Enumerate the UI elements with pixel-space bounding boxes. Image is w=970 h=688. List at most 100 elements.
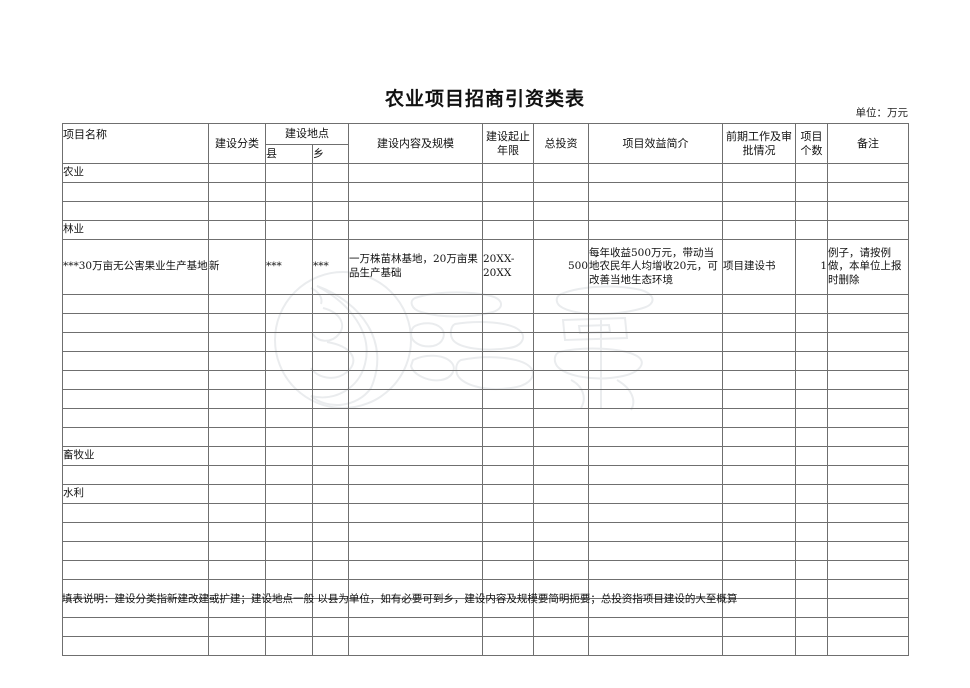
cell-county[interactable] — [265, 522, 313, 542]
cell-township[interactable] — [312, 294, 349, 314]
cell-township[interactable] — [312, 541, 349, 561]
cell-total-investment[interactable] — [533, 636, 589, 656]
cell-build-category[interactable] — [208, 389, 266, 409]
cell-build-category[interactable] — [208, 446, 266, 466]
cell-content-scale[interactable] — [348, 541, 483, 561]
cell-content-scale[interactable] — [348, 163, 483, 183]
cell-county[interactable] — [265, 427, 313, 447]
cell-content-scale[interactable] — [348, 427, 483, 447]
cell-county[interactable] — [265, 408, 313, 428]
cell-remark[interactable] — [827, 636, 909, 656]
cell-start-end-year[interactable] — [482, 503, 534, 523]
cell-project-count[interactable] — [795, 446, 828, 466]
cell-content-scale[interactable] — [348, 446, 483, 466]
cell-start-end-year[interactable] — [482, 370, 534, 390]
cell-start-end-year[interactable] — [482, 332, 534, 352]
cell-preliminary-work[interactable] — [722, 220, 796, 240]
cell-county[interactable] — [265, 465, 313, 485]
cell-benefit-brief[interactable] — [588, 484, 723, 504]
cell-build-category[interactable] — [208, 370, 266, 390]
cell-content-scale[interactable] — [348, 313, 483, 333]
cell-county[interactable] — [265, 446, 313, 466]
cell-content-scale[interactable] — [348, 389, 483, 409]
cell-project-count[interactable] — [795, 182, 828, 202]
cell-remark[interactable] — [827, 408, 909, 428]
cell-project-name[interactable]: 农业 — [62, 163, 209, 183]
cell-township[interactable] — [312, 182, 349, 202]
cell-start-end-year[interactable] — [482, 351, 534, 371]
cell-remark[interactable] — [827, 370, 909, 390]
cell-project-name[interactable] — [62, 636, 209, 656]
cell-township[interactable] — [312, 332, 349, 352]
cell-township[interactable] — [312, 370, 349, 390]
cell-preliminary-work[interactable] — [722, 351, 796, 371]
cell-county[interactable] — [265, 389, 313, 409]
cell-remark[interactable] — [827, 560, 909, 580]
cell-project-name[interactable] — [62, 503, 209, 523]
cell-total-investment[interactable] — [533, 220, 589, 240]
cell-total-investment[interactable] — [533, 503, 589, 523]
cell-build-category[interactable] — [208, 522, 266, 542]
cell-start-end-year[interactable] — [482, 163, 534, 183]
cell-build-category[interactable] — [208, 163, 266, 183]
cell-total-investment[interactable] — [533, 541, 589, 561]
cell-build-category[interactable] — [208, 351, 266, 371]
cell-township[interactable] — [312, 351, 349, 371]
cell-preliminary-work[interactable] — [722, 446, 796, 466]
cell-project-count[interactable] — [795, 427, 828, 447]
cell-township[interactable] — [312, 465, 349, 485]
cell-remark[interactable] — [827, 351, 909, 371]
cell-start-end-year[interactable]: 20XX-20XX — [482, 239, 534, 295]
cell-start-end-year[interactable] — [482, 408, 534, 428]
cell-project-count[interactable] — [795, 370, 828, 390]
cell-county[interactable] — [265, 484, 313, 504]
cell-build-category[interactable] — [208, 408, 266, 428]
cell-township[interactable] — [312, 220, 349, 240]
cell-project-count[interactable] — [795, 503, 828, 523]
cell-total-investment[interactable] — [533, 201, 589, 221]
cell-remark[interactable]: 例子，请按例做，本单位上报时删除 — [827, 239, 909, 295]
cell-project-count[interactable] — [795, 541, 828, 561]
cell-total-investment[interactable] — [533, 617, 589, 637]
cell-remark[interactable] — [827, 163, 909, 183]
cell-remark[interactable] — [827, 313, 909, 333]
cell-total-investment[interactable] — [533, 332, 589, 352]
cell-preliminary-work[interactable] — [722, 163, 796, 183]
cell-project-count[interactable] — [795, 220, 828, 240]
cell-county[interactable] — [265, 201, 313, 221]
cell-remark[interactable] — [827, 389, 909, 409]
cell-start-end-year[interactable] — [482, 560, 534, 580]
cell-benefit-brief[interactable] — [588, 163, 723, 183]
cell-township[interactable] — [312, 522, 349, 542]
cell-preliminary-work[interactable] — [722, 332, 796, 352]
cell-township[interactable] — [312, 636, 349, 656]
cell-project-name[interactable]: 林业 — [62, 220, 209, 240]
cell-remark[interactable] — [827, 220, 909, 240]
cell-preliminary-work[interactable]: 项目建设书 — [722, 239, 796, 295]
cell-content-scale[interactable] — [348, 617, 483, 637]
cell-project-name[interactable] — [62, 201, 209, 221]
cell-start-end-year[interactable] — [482, 636, 534, 656]
cell-content-scale[interactable] — [348, 351, 483, 371]
cell-total-investment[interactable] — [533, 522, 589, 542]
cell-build-category[interactable]: 新 — [208, 239, 266, 295]
cell-build-category[interactable] — [208, 617, 266, 637]
cell-total-investment[interactable] — [533, 351, 589, 371]
cell-project-name[interactable] — [62, 427, 209, 447]
cell-benefit-brief[interactable] — [588, 182, 723, 202]
cell-benefit-brief[interactable] — [588, 636, 723, 656]
cell-content-scale[interactable] — [348, 332, 483, 352]
cell-project-name[interactable] — [62, 389, 209, 409]
cell-project-name[interactable] — [62, 370, 209, 390]
cell-preliminary-work[interactable] — [722, 370, 796, 390]
cell-benefit-brief[interactable] — [588, 220, 723, 240]
cell-project-count[interactable]: 1 — [795, 239, 828, 295]
cell-total-investment[interactable] — [533, 313, 589, 333]
cell-benefit-brief[interactable] — [588, 389, 723, 409]
cell-remark[interactable] — [827, 332, 909, 352]
cell-start-end-year[interactable] — [482, 427, 534, 447]
cell-benefit-brief[interactable] — [588, 522, 723, 542]
cell-build-category[interactable] — [208, 313, 266, 333]
cell-total-investment[interactable] — [533, 427, 589, 447]
cell-benefit-brief[interactable] — [588, 503, 723, 523]
